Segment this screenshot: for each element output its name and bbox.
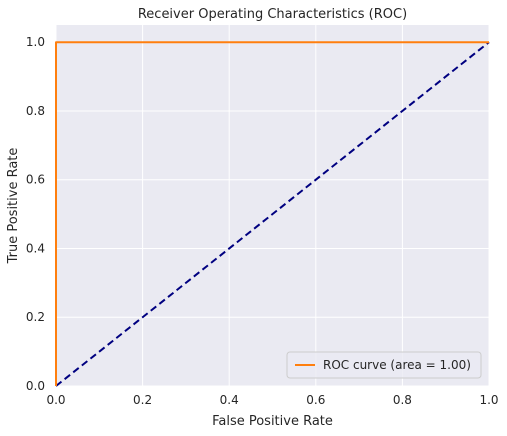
chart-title: Receiver Operating Characteristics (ROC) — [138, 7, 407, 22]
y-tick-label: 0.4 — [26, 241, 45, 255]
ticks: 0.0 0.2 0.4 0.6 0.8 1.0 0.0 0.2 0.4 0.6 0.8 1.0 — [26, 35, 499, 407]
chance-diagonal-line — [55, 41, 490, 387]
x-tick-label: 0.8 — [393, 393, 412, 407]
y-tick-label: 0.2 — [26, 310, 45, 324]
x-tick-label: 1.0 — [479, 393, 498, 407]
series-layer — [55, 41, 490, 387]
roc-curve-line — [55, 41, 489, 386]
plot-area — [56, 25, 489, 386]
x-axis-label: False Positive Rate — [212, 414, 333, 429]
legend-box — [286, 351, 482, 379]
x-tick-label: 0.2 — [133, 393, 152, 407]
y-axis-label: True Positive Rate — [6, 148, 21, 265]
x-tick-label: 0.0 — [46, 393, 65, 407]
y-tick-label: 0.0 — [26, 379, 45, 393]
legend-label-roc: ROC curve (area = 1.00) — [323, 358, 471, 372]
grid — [55, 25, 490, 387]
y-tick-label: 0.6 — [26, 173, 45, 187]
y-tick-label: 0.8 — [26, 104, 45, 118]
y-tick-label: 1.0 — [26, 35, 45, 49]
x-tick-label: 0.4 — [220, 393, 239, 407]
legend: ROC curve (area = 1.00) — [286, 351, 482, 379]
x-tick-label: 0.6 — [306, 393, 325, 407]
